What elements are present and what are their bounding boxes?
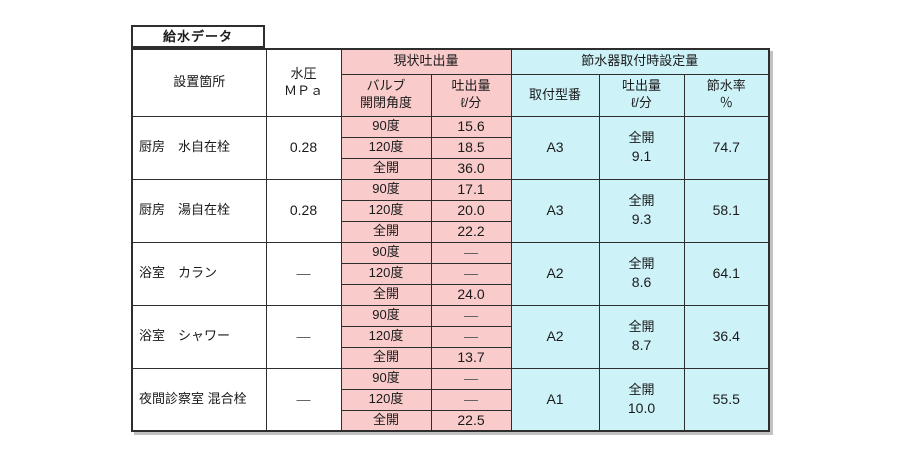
setting-value: 9.1 bbox=[631, 147, 652, 164]
valve-angle-cell: 120度 bbox=[340, 199, 432, 222]
setting-value: 9.3 bbox=[631, 210, 652, 227]
header-valve-angle: バルブ 開閉角度 bbox=[340, 73, 432, 117]
valve-angle-cell: 90度 bbox=[340, 241, 432, 264]
flow-cell: 22.2 bbox=[430, 220, 512, 243]
pressure-cell: 0.28 bbox=[265, 178, 342, 243]
setting-value: 10.0 bbox=[627, 399, 656, 416]
data-row: 120度 ― bbox=[132, 325, 769, 348]
location-cell: 厨房 湯自在栓 bbox=[131, 178, 267, 243]
pressure-cell: ― bbox=[265, 304, 342, 369]
header-saving-group: 節水器取付時設定量 bbox=[510, 48, 770, 75]
flow-cell: 24.0 bbox=[430, 283, 512, 306]
data-row: 全開 13.7 bbox=[132, 346, 769, 369]
valve-angle-cell: 120度 bbox=[340, 388, 432, 411]
setting-flow-cell: 全開 8.7 bbox=[598, 304, 685, 369]
data-row: 全開 36.0 bbox=[132, 157, 769, 180]
flow-cell: ― bbox=[430, 367, 512, 390]
setting-flow-cell: 全開 9.3 bbox=[598, 178, 685, 243]
valve-angle-cell: 90度 bbox=[340, 367, 432, 390]
model-cell: A3 bbox=[510, 178, 600, 243]
flow-cell: ― bbox=[430, 325, 512, 348]
valve-angle-cell: 120度 bbox=[340, 325, 432, 348]
data-row: 120度 ― bbox=[132, 262, 769, 285]
valve-angle-cell: 全開 bbox=[340, 157, 432, 180]
pressure-cell: 0.28 bbox=[265, 115, 342, 180]
setting-label: 全開 bbox=[628, 381, 655, 397]
group-header-row: 設置箇所 水圧 ＭＰａ 現状吐出量 節水器取付時設定量 bbox=[131, 48, 770, 117]
pressure-cell: ― bbox=[265, 241, 342, 306]
setting-label: 全開 bbox=[628, 129, 655, 145]
table-header: 設置箇所 水圧 ＭＰａ 現状吐出量 節水器取付時設定量 バルブ 開閉角度 吐出量… bbox=[131, 48, 770, 117]
table-title: 給水データ bbox=[131, 25, 265, 48]
saving-rate-cell: 58.1 bbox=[683, 178, 770, 243]
setting-flow-cell: 全開 9.1 bbox=[598, 115, 685, 180]
data-row: 夜間診察室 混合栓 ― 90度 ― A1 全開 10.0 55.5 bbox=[131, 367, 770, 432]
header-location: 設置箇所 bbox=[131, 48, 267, 117]
water-supply-data-table: 設置箇所 水圧 ＭＰａ 現状吐出量 節水器取付時設定量 バルブ 開閉角度 吐出量… bbox=[131, 48, 771, 432]
valve-angle-cell: 全開 bbox=[340, 346, 432, 369]
header-flow: 吐出量 ℓ/分 bbox=[430, 73, 512, 117]
data-row: 浴室 シャワー ― 90度 ― A2 全開 8.7 36.4 bbox=[131, 304, 770, 369]
data-row: 全開 24.0 bbox=[132, 283, 769, 306]
data-row: 120度 18.5 bbox=[132, 136, 769, 159]
flow-cell: 22.5 bbox=[430, 409, 512, 432]
data-row: 厨房 湯自在栓 0.28 90度 17.1 A3 全開 9.3 58.1 bbox=[131, 178, 770, 243]
data-row: 全開 22.2 bbox=[132, 220, 769, 243]
data-row: 120度 ― bbox=[132, 388, 769, 411]
flow-cell: 13.7 bbox=[430, 346, 512, 369]
header-model: 取付型番 bbox=[510, 73, 600, 117]
flow-cell: ― bbox=[430, 262, 512, 285]
location-cell: 厨房 水自在栓 bbox=[131, 115, 267, 180]
data-row: 厨房 水自在栓 0.28 90度 15.6 A3 全開 9.1 74.7 bbox=[131, 115, 770, 180]
flow-cell: ― bbox=[430, 241, 512, 264]
flow-cell: ― bbox=[430, 304, 512, 327]
data-row: 全開 22.5 bbox=[132, 409, 769, 432]
valve-angle-cell: 90度 bbox=[340, 115, 432, 138]
model-cell: A2 bbox=[510, 241, 600, 306]
flow-cell: 17.1 bbox=[430, 178, 512, 201]
header-saving-rate: 節水率 ％ bbox=[683, 73, 770, 117]
data-row: 浴室 カラン ― 90度 ― A2 全開 8.6 64.1 bbox=[131, 241, 770, 306]
setting-value: 8.6 bbox=[631, 273, 652, 290]
header-current-group: 現状吐出量 bbox=[340, 48, 512, 75]
flow-cell: 15.6 bbox=[430, 115, 512, 138]
location-cell: 夜間診察室 混合栓 bbox=[131, 367, 267, 432]
setting-value: 8.7 bbox=[631, 336, 652, 353]
flow-cell: 18.5 bbox=[430, 136, 512, 159]
pressure-cell: ― bbox=[265, 367, 342, 432]
setting-label: 全開 bbox=[628, 255, 655, 271]
setting-label: 全開 bbox=[628, 192, 655, 208]
location-cell: 浴室 シャワー bbox=[131, 304, 267, 369]
flow-cell: 36.0 bbox=[430, 157, 512, 180]
saving-rate-cell: 64.1 bbox=[683, 241, 770, 306]
valve-angle-cell: 90度 bbox=[340, 304, 432, 327]
table-body: 厨房 水自在栓 0.28 90度 15.6 A3 全開 9.1 74.7 120度 18.5 全開 3… bbox=[131, 115, 770, 432]
valve-angle-cell: 90度 bbox=[340, 178, 432, 201]
valve-angle-cell: 120度 bbox=[340, 262, 432, 285]
sub-header-row: バルブ 開閉角度 吐出量 ℓ/分 取付型番 吐出量 ℓ/分 節水率 ％ bbox=[132, 73, 770, 117]
data-row: 120度 20.0 bbox=[132, 199, 769, 222]
flow-cell: 20.0 bbox=[430, 199, 512, 222]
header-setting-flow: 吐出量 ℓ/分 bbox=[598, 73, 685, 117]
saving-rate-cell: 36.4 bbox=[683, 304, 770, 369]
water-supply-table-area: 給水データ 設置箇所 水圧 ＭＰａ 現状吐出量 節水器取付時設定量 bbox=[131, 25, 771, 432]
setting-flow-cell: 全開 8.6 bbox=[598, 241, 685, 306]
model-cell: A1 bbox=[510, 367, 600, 432]
location-cell: 浴室 カラン bbox=[131, 241, 267, 306]
saving-rate-cell: 74.7 bbox=[683, 115, 770, 180]
flow-cell: ― bbox=[430, 388, 512, 411]
model-cell: A2 bbox=[510, 304, 600, 369]
valve-angle-cell: 120度 bbox=[340, 136, 432, 159]
model-cell: A3 bbox=[510, 115, 600, 180]
valve-angle-cell: 全開 bbox=[340, 283, 432, 306]
setting-label: 全開 bbox=[628, 318, 655, 334]
setting-flow-cell: 全開 10.0 bbox=[598, 367, 685, 432]
header-pressure: 水圧 ＭＰａ bbox=[265, 48, 342, 117]
saving-rate-cell: 55.5 bbox=[683, 367, 770, 432]
valve-angle-cell: 全開 bbox=[340, 409, 432, 432]
valve-angle-cell: 全開 bbox=[340, 220, 432, 243]
